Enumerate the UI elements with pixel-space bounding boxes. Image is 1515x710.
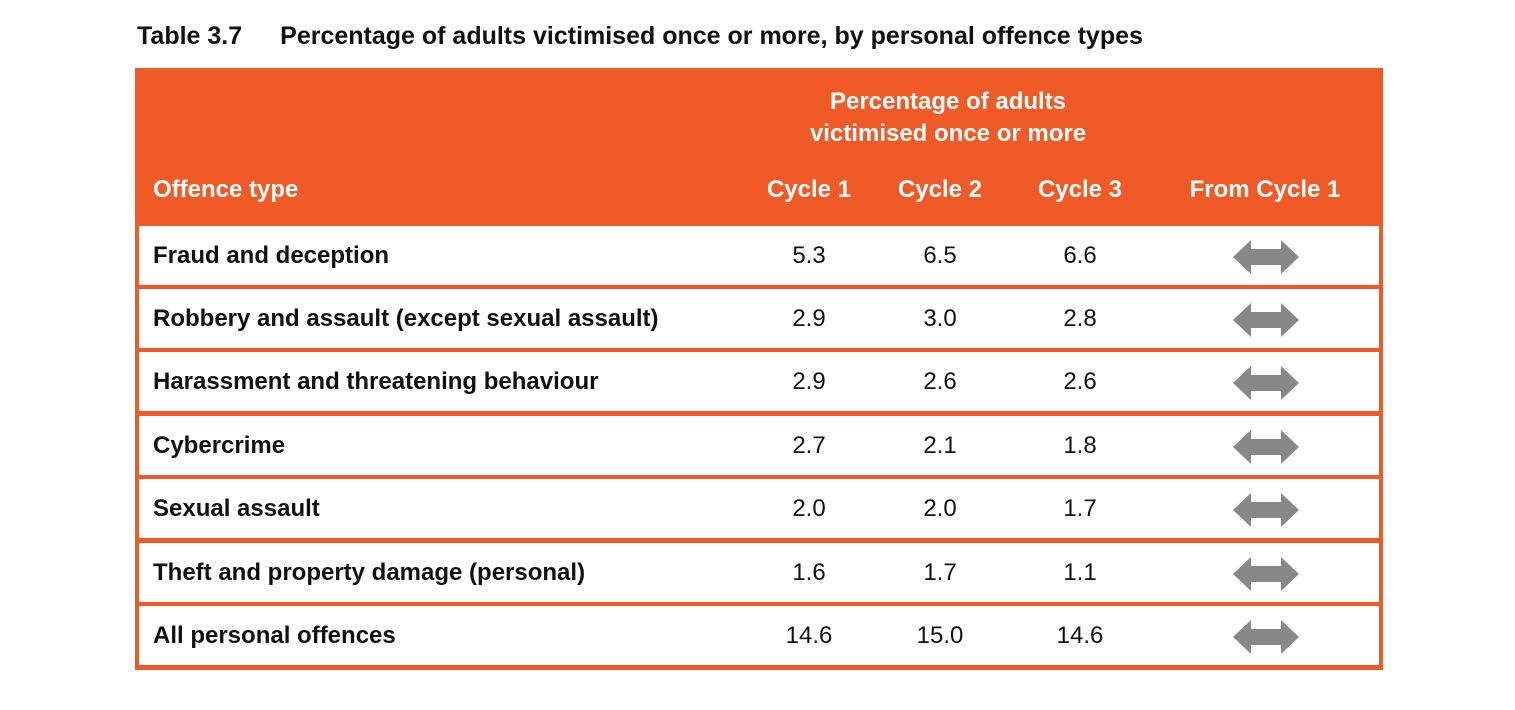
cell-value: 6.5 (923, 242, 957, 269)
cell-value: 1.8 (1063, 432, 1097, 459)
offence-type: Sexual assault (153, 495, 320, 522)
table-row: Robbery and assault (except sexual assau… (139, 289, 1379, 348)
trend-arrow (1233, 557, 1299, 591)
table-row: Cybercrime 2.7 2.1 1.8 (139, 416, 1379, 475)
cell-value: 2.0 (792, 495, 826, 522)
arrow-shape (1233, 493, 1299, 527)
table-row: All personal offences 14.6 15.0 14.6 (139, 606, 1379, 665)
offence-type: Theft and property damage (personal) (153, 559, 586, 586)
arrow-shape (1233, 366, 1299, 400)
cell-value: 2.7 (792, 432, 826, 459)
cell-value: 2.6 (1063, 368, 1097, 395)
cell-value: 1.1 (1063, 559, 1097, 586)
trend-arrow (1233, 430, 1299, 464)
cell-value: 2.9 (792, 305, 826, 332)
trend-arrow (1233, 366, 1299, 400)
cell-value: 2.6 (923, 368, 957, 395)
cell-value: 2.0 (923, 495, 957, 522)
cell-value: 6.6 (1063, 242, 1097, 269)
group-header: Percentage of adults victimised once or … (809, 88, 1087, 147)
title-text: Percentage of adults victimised once or … (280, 22, 1143, 50)
trend-arrow (1233, 493, 1299, 527)
table-title: Table 3.7 Percentage of adults victimised… (137, 22, 1143, 51)
offence-type: Robbery and assault (except sexual assau… (153, 305, 659, 332)
table-row: Sexual assault 2.0 2.0 1.7 (139, 479, 1379, 538)
table: Percentage of adults victimised once or … (135, 68, 1383, 670)
arrow-shape (1233, 430, 1299, 464)
cell-value: 15.0 (916, 622, 964, 649)
table-row: Theft and property damage (personal) 1.6 1… (139, 543, 1379, 602)
arrow-shape (1233, 557, 1299, 591)
offence-type: Fraud and deception (153, 242, 390, 269)
trend-arrow (1233, 620, 1299, 654)
table-row: Fraud and deception 5.3 6.5 6.6 (139, 226, 1379, 285)
column-header: Cycle 2 (897, 176, 983, 203)
offence-type: Cybercrime (153, 432, 286, 459)
cell-value: 14.6 (1056, 622, 1104, 649)
arrow-shape (1233, 303, 1299, 337)
offence-type: Harassment and threatening behaviour (153, 368, 599, 395)
arrow-shape (1233, 240, 1299, 274)
cell-value: 14.6 (785, 622, 833, 649)
cell-value: 1.7 (923, 559, 957, 586)
column-header: From Cycle 1 (1189, 176, 1341, 203)
cell-value: 2.1 (923, 432, 957, 459)
column-header: Cycle 3 (1037, 176, 1123, 203)
table-row: Harassment and threatening behaviour 2.9 2… (139, 352, 1379, 411)
trend-arrow (1233, 240, 1299, 274)
offence-type: All personal offences (153, 622, 396, 649)
cell-value: 2.9 (792, 368, 826, 395)
column-header: Offence type (153, 176, 299, 203)
table-number: Table 3.7 (137, 22, 243, 50)
cell-value: 1.7 (1063, 495, 1097, 522)
cell-value: 5.3 (792, 242, 826, 269)
cell-value: 3.0 (923, 305, 957, 332)
cell-value: 1.6 (792, 559, 826, 586)
trend-arrow (1233, 303, 1299, 337)
arrow-shape (1233, 620, 1299, 654)
cell-value: 2.8 (1063, 305, 1097, 332)
column-header: Cycle 1 (766, 176, 852, 203)
